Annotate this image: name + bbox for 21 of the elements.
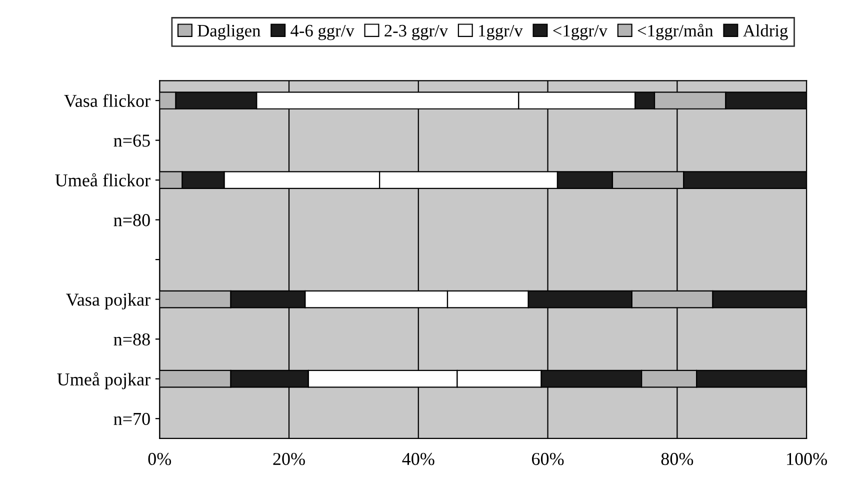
legend-label: 1ggr/v: [479, 24, 523, 40]
legend-label: 4-6 ggr/v: [290, 24, 354, 40]
y-tick-label: n=65: [114, 134, 150, 147]
y-tick-label: Vasa flickor: [64, 94, 150, 108]
legend-label: Aldrig: [743, 24, 788, 40]
x-tick-label: 20%: [273, 452, 305, 466]
y-tick-label: n=70: [114, 412, 150, 426]
x-tick-label: 0%: [148, 452, 172, 466]
legend-label: 2-3 ggr/v: [384, 24, 448, 40]
y-tick-label: Umeå pojkar: [57, 372, 150, 390]
y-tick-label: Vasa pojkar: [66, 293, 150, 310]
legend-label: <1ggr/mån: [638, 24, 714, 40]
x-tick-label: 80%: [661, 452, 694, 466]
x-tick-label: 40%: [402, 452, 434, 466]
y-tick-label: n=80: [114, 214, 150, 226]
x-tick-label: 100%: [787, 452, 827, 466]
y-tick-label: n=88: [114, 333, 150, 346]
y-tick-label: Umeå flickor: [55, 173, 150, 186]
legend-label: <1ggr/v: [553, 24, 608, 40]
legend-label: Dagligen: [198, 24, 260, 40]
x-tick-label: 60%: [532, 452, 564, 466]
